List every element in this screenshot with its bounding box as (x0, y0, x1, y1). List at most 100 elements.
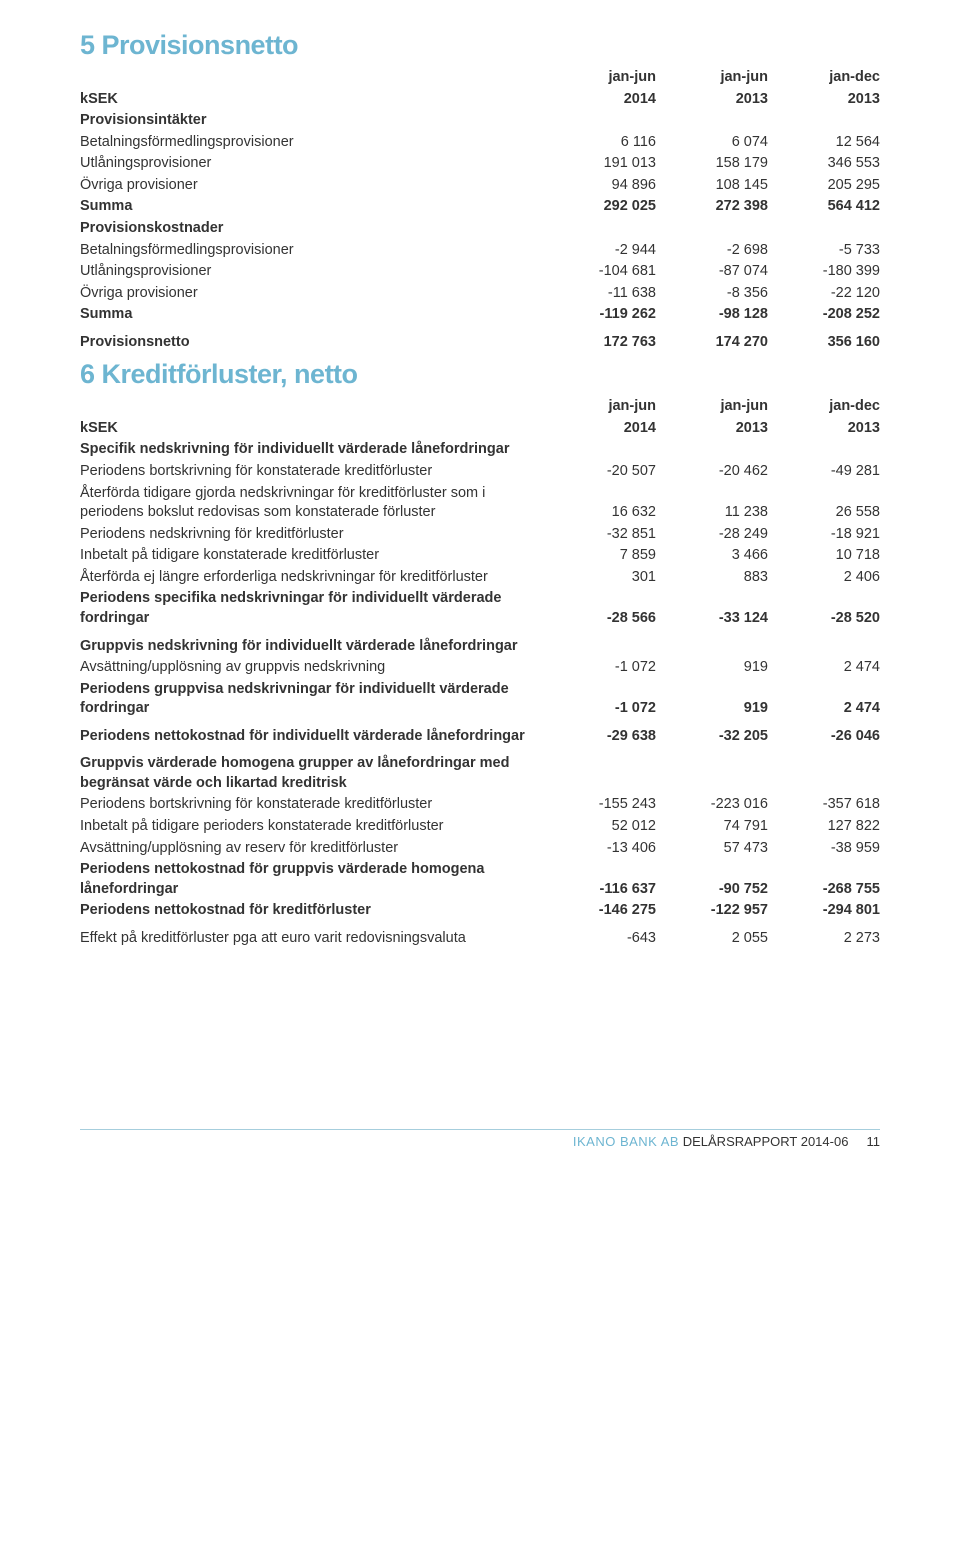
table-cell: -87 074 (656, 261, 768, 283)
section5-title: 5 Provisionsnetto (80, 30, 880, 61)
table-cell: -2 698 (656, 240, 768, 262)
table-cell: -32 205 (656, 726, 768, 748)
table-row-label: Betalningsförmedlingsprovisioner (80, 240, 544, 262)
table-cell: -11 638 (544, 283, 656, 305)
col-header: 2013 (656, 89, 768, 111)
table-cell: -38 959 (768, 838, 880, 860)
footer-doc: DELÅRSRAPPORT 2014-06 (683, 1134, 849, 1149)
table-row-label: Utlåningsprovisioner (80, 153, 544, 175)
table-cell: -294 801 (768, 900, 880, 922)
table-cell (544, 753, 656, 794)
table-cell: -98 128 (656, 304, 768, 326)
table-cell: -155 243 (544, 794, 656, 816)
col-header: jan-jun (656, 396, 768, 418)
table-cell: 174 270 (656, 332, 768, 354)
table-row-label: Övriga provisioner (80, 283, 544, 305)
table-cell: 919 (656, 679, 768, 720)
table-cell: -104 681 (544, 261, 656, 283)
table-cell: -146 275 (544, 900, 656, 922)
table-cell: 26 558 (768, 483, 880, 524)
table-cell: -8 356 (656, 283, 768, 305)
table-cell: 292 025 (544, 196, 656, 218)
table-cell: -22 120 (768, 283, 880, 305)
table-cell: 919 (656, 657, 768, 679)
table-cell: -1 072 (544, 679, 656, 720)
table-cell: -29 638 (544, 726, 656, 748)
table-row-label: Inbetalt på tidigare perioders konstater… (80, 816, 544, 838)
col-header: 2013 (656, 418, 768, 440)
table-row-label: Summa (80, 304, 544, 326)
table-cell: 172 763 (544, 332, 656, 354)
table-cell (544, 439, 656, 461)
table-cell (656, 110, 768, 132)
table-cell: -208 252 (768, 304, 880, 326)
table-cell: 108 145 (656, 175, 768, 197)
footer-brand: IKANO BANK AB (573, 1134, 679, 1149)
table-cell: -90 752 (656, 859, 768, 900)
table-cell: 52 012 (544, 816, 656, 838)
table-cell: 346 553 (768, 153, 880, 175)
table-cell: 2 406 (768, 567, 880, 589)
table-cell: -357 618 (768, 794, 880, 816)
col-header: 2014 (544, 89, 656, 111)
table-row-label: Inbetalt på tidigare konstaterade kredit… (80, 545, 544, 567)
table-cell: -5 733 (768, 240, 880, 262)
table-row-label: Övriga provisioner (80, 175, 544, 197)
table-row-label: Effekt på kreditförluster pga att euro v… (80, 928, 544, 950)
col-header: 2014 (544, 418, 656, 440)
table-cell: 6 074 (656, 132, 768, 154)
table-row-label: Utlåningsprovisioner (80, 261, 544, 283)
table-cell: 272 398 (656, 196, 768, 218)
table-row-label: Periodens gruppvisa nedskrivningar för i… (80, 679, 544, 720)
table-cell: 564 412 (768, 196, 880, 218)
table-row-label: Gruppvis nedskrivning för individuellt v… (80, 636, 544, 658)
table-cell: 12 564 (768, 132, 880, 154)
table-cell: 57 473 (656, 838, 768, 860)
table-cell: -33 124 (656, 588, 768, 629)
table-cell: 2 474 (768, 657, 880, 679)
table-cell: -180 399 (768, 261, 880, 283)
table-cell: 301 (544, 567, 656, 589)
table-cell: -26 046 (768, 726, 880, 748)
table-row-label: Periodens bortskrivning för konstaterade… (80, 461, 544, 483)
page-footer: IKANO BANK AB DELÅRSRAPPORT 2014-06 11 (80, 1129, 880, 1149)
ksek-label: kSEK (80, 418, 544, 440)
table-cell: 11 238 (656, 483, 768, 524)
table-cell: -28 249 (656, 524, 768, 546)
table-cell (544, 218, 656, 240)
table-cell (656, 439, 768, 461)
section6-title: 6 Kreditförluster, netto (80, 359, 880, 390)
table-cell: 94 896 (544, 175, 656, 197)
table-row-label: Specifik nedskrivning för individuellt v… (80, 439, 544, 461)
col-header: jan-dec (768, 67, 880, 89)
table-cell: 10 718 (768, 545, 880, 567)
table-cell: 2 273 (768, 928, 880, 950)
table-row-label: Återförda ej längre erforderliga nedskri… (80, 567, 544, 589)
table-row-label: Periodens nedskrivning för kreditförlust… (80, 524, 544, 546)
table-row-label: Summa (80, 196, 544, 218)
table-cell: -32 851 (544, 524, 656, 546)
table-cell: -20 462 (656, 461, 768, 483)
table-cell: -268 755 (768, 859, 880, 900)
table-cell: 16 632 (544, 483, 656, 524)
table-cell: -20 507 (544, 461, 656, 483)
section6-table: jan-jun jan-jun jan-dec kSEK 2014 2013 2… (80, 396, 880, 949)
table-cell: -2 944 (544, 240, 656, 262)
table-cell: -119 262 (544, 304, 656, 326)
table-cell: -49 281 (768, 461, 880, 483)
table-cell (768, 753, 880, 794)
table-cell: -122 957 (656, 900, 768, 922)
table-cell: 2 055 (656, 928, 768, 950)
table-cell (768, 636, 880, 658)
table-cell (544, 636, 656, 658)
table-cell: 7 859 (544, 545, 656, 567)
col-header: jan-jun (544, 67, 656, 89)
table-cell (656, 753, 768, 794)
table-cell: -1 072 (544, 657, 656, 679)
table-cell: 74 791 (656, 816, 768, 838)
col-header: jan-jun (544, 396, 656, 418)
table-row-label: Provisionskostnader (80, 218, 544, 240)
table-cell: 205 295 (768, 175, 880, 197)
col-header: 2013 (768, 89, 880, 111)
table-cell: 127 822 (768, 816, 880, 838)
